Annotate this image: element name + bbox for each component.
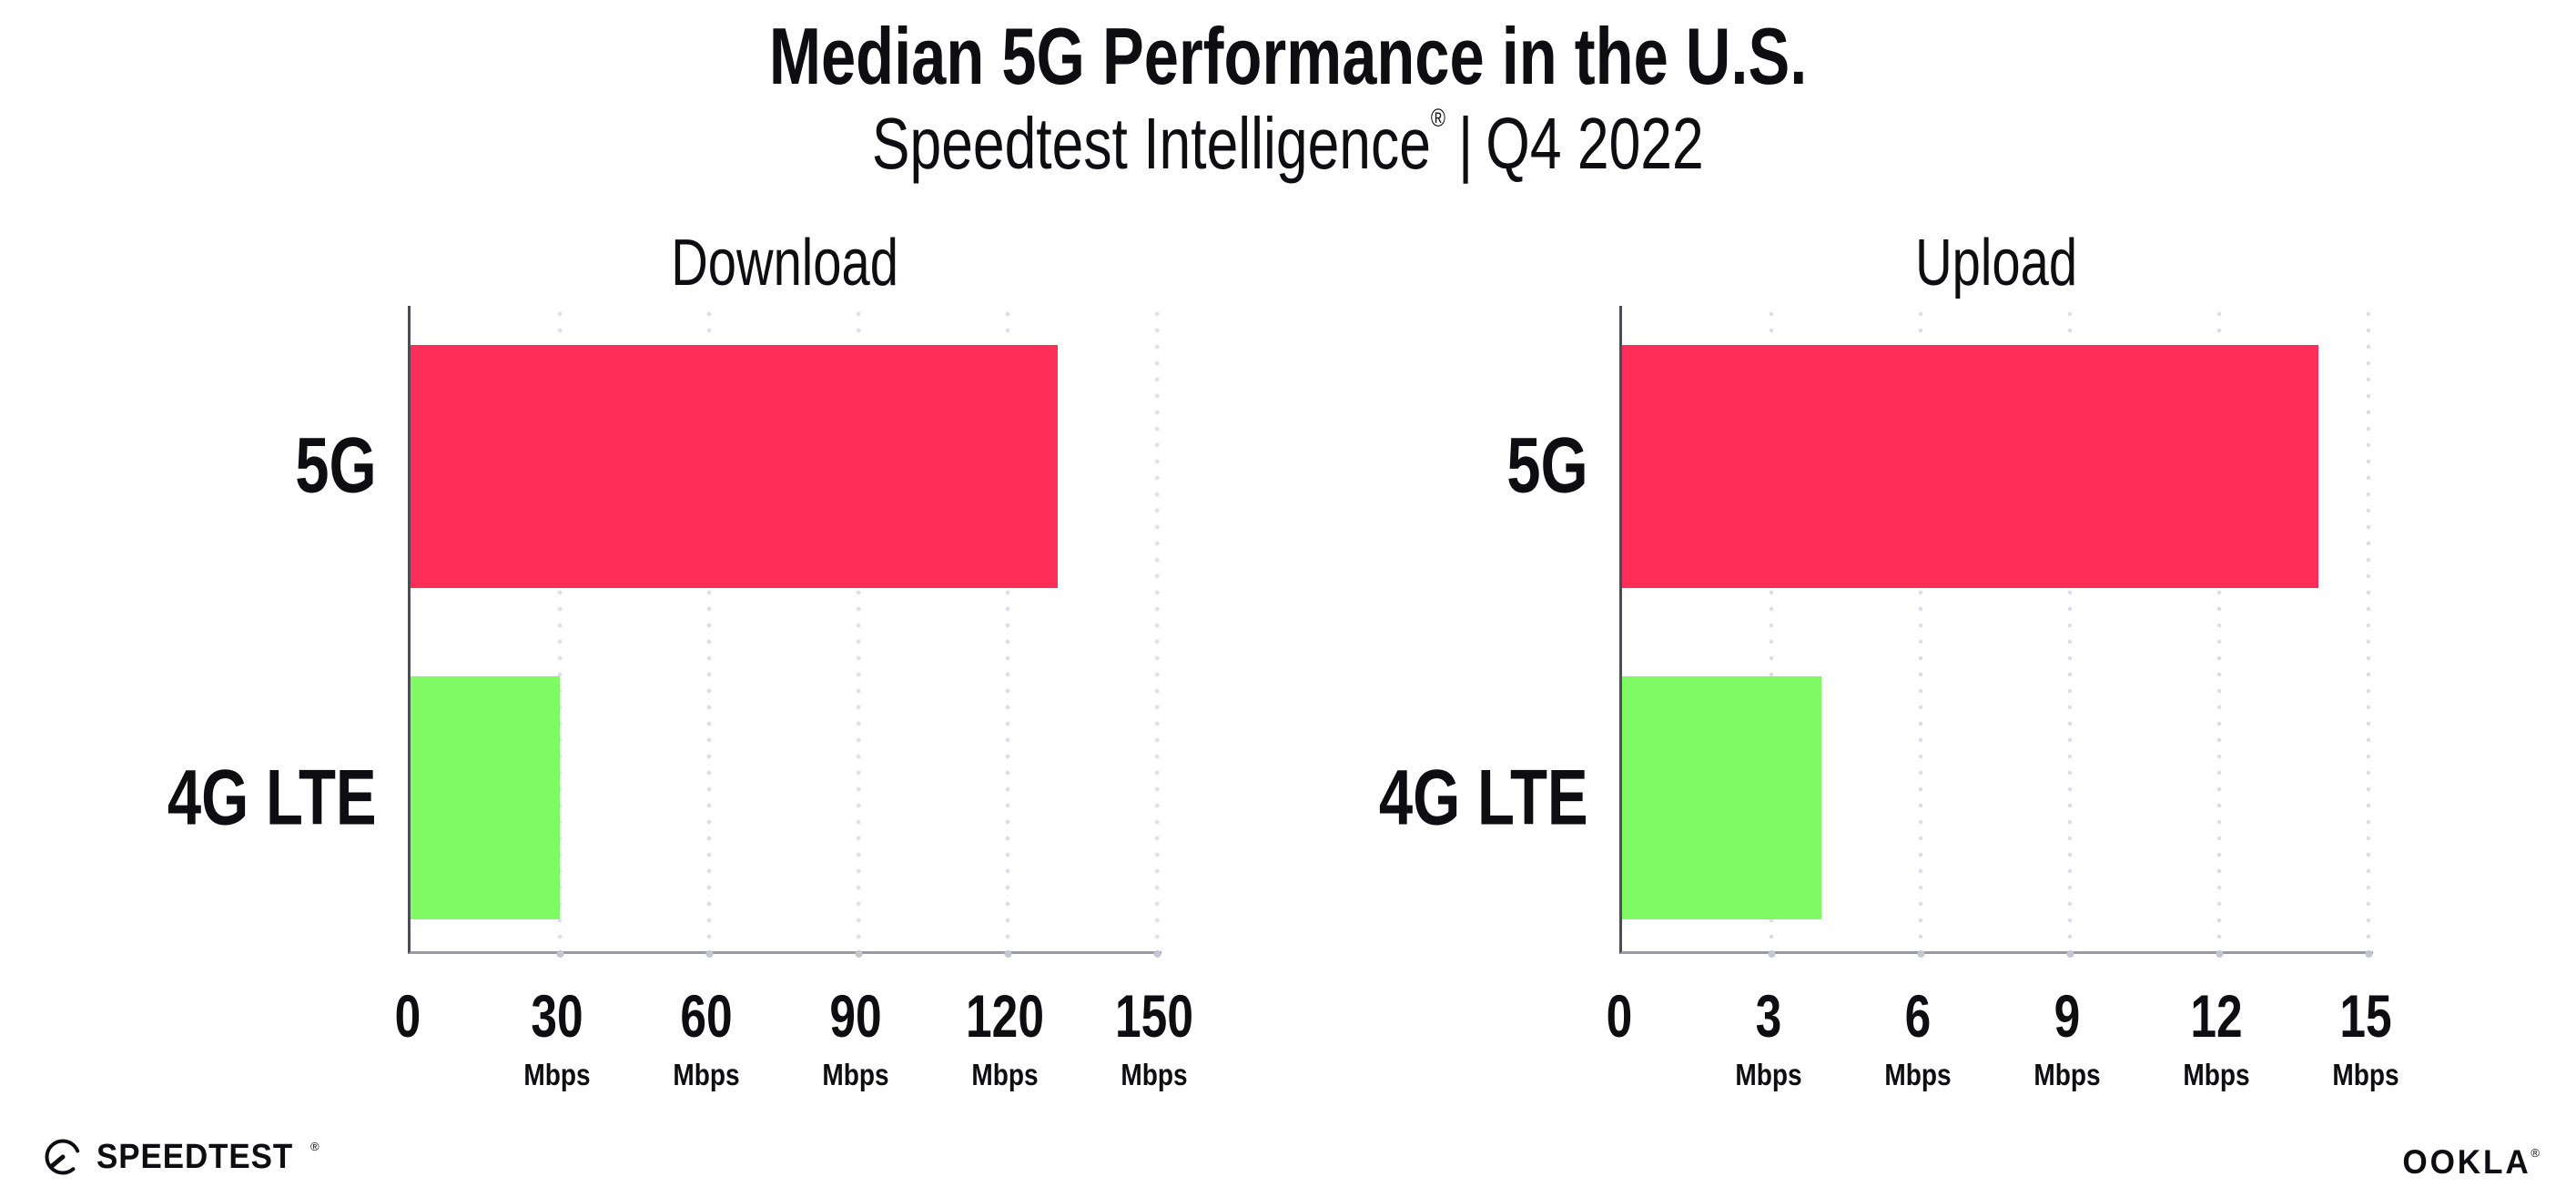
x-tick-value: 15 — [2339, 982, 2392, 1050]
ookla-logo: OOKLA® — [2396, 1143, 2540, 1182]
gridline-120 — [1005, 306, 1010, 951]
x-tick-unit: Mbps — [971, 1058, 1039, 1091]
download-chart-title: Download — [671, 227, 898, 299]
header: Median 5G Performance in the U.S. Speedt… — [0, 13, 2576, 186]
download-plot-area — [408, 306, 1161, 954]
ookla-label: OOKLA — [2402, 1143, 2531, 1181]
speedtest-gauge-icon — [45, 1139, 81, 1175]
subtitle-brand: Speedtest Intelligence — [872, 103, 1432, 184]
upload-plot-area — [1619, 306, 2373, 954]
gridline-12 — [2216, 306, 2222, 951]
y-axis-label-4g-lte: 4G LTE — [1379, 754, 1588, 842]
speedtest-registered-mark: ® — [309, 1140, 319, 1154]
x-tick-unit: Mbps — [2332, 1058, 2399, 1091]
upload-chart: Upload 5G 4G LTE 0 3 Mbps 6 Mbps 9 Mbps 12 Mbps 15… — [1355, 227, 2399, 1109]
gridline-90 — [856, 306, 861, 951]
subtitle-separator: | — [1458, 103, 1474, 184]
x-tick-unit: Mbps — [822, 1058, 889, 1091]
x-tick-0: 0 — [391, 981, 425, 1050]
x-tick-value: 120 — [966, 982, 1044, 1050]
upload-y-axis-labels: 5G 4G LTE — [1355, 306, 1619, 954]
x-tick-value: 9 — [2054, 982, 2081, 1050]
gridline-3 — [1769, 306, 1774, 951]
gridline-15 — [2366, 306, 2371, 951]
x-tick-90: 90 Mbps — [816, 981, 895, 1092]
x-tick-value: 12 — [2190, 982, 2243, 1050]
x-tick-120: 120 Mbps — [955, 981, 1055, 1092]
charts-row: Download 5G 4G LTE 0 30 Mbps 60 Mbps 90 Mbps 120… — [144, 227, 2399, 1109]
bar-4g-lte — [1622, 676, 1821, 919]
x-tick-value: 60 — [680, 982, 733, 1050]
x-tick-value: 0 — [1606, 982, 1633, 1050]
x-tick-value: 6 — [1904, 982, 1932, 1050]
page-subtitle: Speedtest Intelligence® | Q4 2022 — [0, 102, 2576, 186]
x-tick-unit: Mbps — [1735, 1058, 1802, 1091]
registered-mark: ® — [1431, 104, 1446, 133]
y-axis-label-5g: 5G — [1506, 421, 1588, 510]
x-tick-value: 0 — [394, 982, 421, 1050]
x-tick-unit: Mbps — [673, 1058, 740, 1091]
x-tick-15: 15 Mbps — [2327, 981, 2405, 1092]
x-tick-0: 0 — [1603, 981, 1637, 1050]
speedtest-logo: SPEEDTEST ® — [42, 1136, 319, 1178]
x-tick-unit: Mbps — [523, 1058, 591, 1091]
x-tick-unit: Mbps — [2183, 1058, 2250, 1091]
y-axis-label-5g: 5G — [295, 421, 377, 510]
x-tick-value: 3 — [1755, 982, 1782, 1050]
page-title-text: Median 5G Performance in the U.S. — [768, 11, 1808, 101]
download-chart: Download 5G 4G LTE 0 30 Mbps 60 Mbps 90 Mbps 120… — [144, 227, 1193, 1109]
x-tick-12: 12 Mbps — [2177, 981, 2256, 1092]
bar-5g — [1622, 345, 2319, 588]
gridline-150 — [1154, 306, 1160, 951]
x-tick-value: 30 — [531, 982, 583, 1050]
x-tick-value: 90 — [829, 982, 882, 1050]
ookla-registered-mark: ® — [2530, 1145, 2540, 1160]
page-title: Median 5G Performance in the U.S. — [0, 13, 2576, 100]
download-plot-row: 5G 4G LTE — [144, 306, 1161, 954]
bar-5g — [411, 345, 1058, 588]
speedtest-wordmark: SPEEDTEST ® — [96, 1138, 319, 1177]
x-tick-value: 150 — [1115, 982, 1193, 1050]
x-tick-150: 150 Mbps — [1104, 981, 1204, 1092]
upload-x-axis-ticks: 0 3 Mbps 6 Mbps 9 Mbps 12 Mbps 15 Mbps — [1607, 954, 2399, 1109]
download-x-axis-ticks: 0 30 Mbps 60 Mbps 90 Mbps 120 Mbps 150 Mbps — [395, 954, 1193, 1109]
x-tick-6: 6 Mbps — [1879, 981, 1957, 1092]
gridline-6 — [1918, 306, 1923, 951]
x-tick-30: 30 Mbps — [518, 981, 596, 1092]
x-tick-unit: Mbps — [2033, 1058, 2101, 1091]
x-tick-9: 9 Mbps — [2028, 981, 2106, 1092]
upload-plot-row: 5G 4G LTE — [1355, 306, 2373, 954]
gridline-9 — [2067, 306, 2073, 951]
gridline-60 — [706, 306, 712, 951]
x-tick-unit: Mbps — [1884, 1058, 1952, 1091]
download-y-axis-labels: 5G 4G LTE — [144, 306, 408, 954]
page-subtitle-text: Speedtest Intelligence® | Q4 2022 — [872, 102, 1704, 186]
x-tick-3: 3 Mbps — [1729, 981, 1808, 1092]
speedtest-label: SPEEDTEST — [96, 1137, 294, 1176]
bar-4g-lte — [411, 676, 560, 919]
subtitle-period: Q4 2022 — [1486, 103, 1704, 184]
gridline-30 — [557, 306, 563, 951]
y-axis-label-4g-lte: 4G LTE — [167, 754, 377, 842]
upload-chart-title: Upload — [1915, 227, 2077, 299]
x-tick-60: 60 Mbps — [667, 981, 745, 1092]
x-tick-unit: Mbps — [1121, 1058, 1188, 1091]
